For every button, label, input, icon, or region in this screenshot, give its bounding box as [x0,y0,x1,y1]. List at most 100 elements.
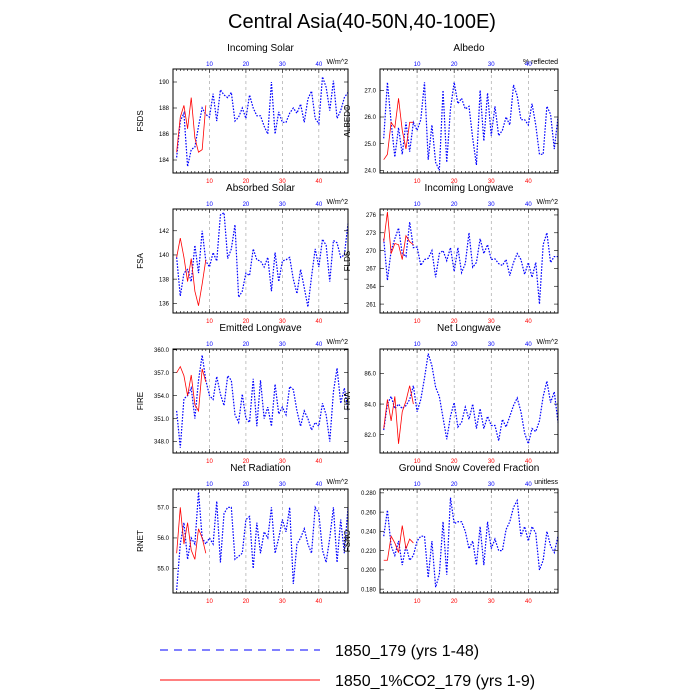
panel-fsa-title: Absorbed Solar [226,183,296,194]
panel-fira-xtick-label-bottom-10: 10 [414,459,421,465]
panel-albedo: Albedo % reflected ALBEDO 10 20 30 40 10 20 30 40 2… [343,43,559,185]
panel-fsa-xtick-label-top-20: 20 [243,202,250,208]
panel-rnet-xtick-label-top-10: 10 [206,482,213,488]
legend-label-blue: 1850_179 (yrs 1-48) [335,643,479,660]
panel-albedo-series-blue [383,82,559,171]
panel-fsno-xtick-label-bottom-30: 30 [488,599,495,605]
panel-fsa-ylabel: FSA [136,253,145,269]
panel-fsds-xtick-label-top-40: 40 [315,62,322,68]
panel-fsno-xtick-label-top-30: 30 [488,482,495,488]
panel-fire-ytick-label: 354.0 [154,394,170,400]
panel-fsa-xtick-label-bottom-40: 40 [315,319,322,325]
panel-albedo-xtick-label-top-30: 30 [488,62,495,68]
panel-flds-title: Incoming Longwave [425,183,514,194]
panel-fsno-frame [379,488,559,594]
panel-fira-title: Net Longwave [437,323,501,334]
panel-fire-ytick-label: 351.0 [154,417,170,423]
panel-fsno-units: unitless [534,479,558,486]
panel-albedo-xtick-label-bottom-10: 10 [414,179,421,185]
panel-flds-xtick-label-top-10: 10 [414,202,421,208]
panel-rnet-xtick-label-bottom-40: 40 [315,599,322,605]
panel-albedo-xtick-label-top-40: 40 [525,62,532,68]
panel-fira-xtick-label-top-30: 30 [488,342,495,348]
panel-fira-ytick-label: 84.0 [364,402,376,408]
panel-rnet-xtick-label-bottom-30: 30 [279,599,286,605]
panel-fire-units: W/m^2 [326,339,348,346]
panel-rnet-ytick-label: 57.0 [157,506,169,512]
panel-fsds-units: W/m^2 [326,59,348,66]
panel-fira-xtick-label-top-20: 20 [451,342,458,348]
panel-fsa-ytick-label: 140 [159,253,170,259]
panel-albedo-units: % reflected [523,59,558,66]
panel-fsa-ytick-label: 138 [159,277,170,283]
panel-fsa-xtick-label-bottom-30: 30 [279,319,286,325]
panel-fsno-xtick-label-bottom-10: 10 [414,599,421,605]
panel-flds-ytick-label: 267 [366,267,377,273]
panel-fsa-xtick-label-top-40: 40 [315,202,322,208]
panel-flds-xtick-label-bottom-10: 10 [414,319,421,325]
panel-fire-ytick-label: 357.0 [154,371,170,377]
chart-panels: Incoming Solar W/m^2 FSDS 10 20 30 40 10 20 30 40 1… [136,43,559,605]
panel-flds-series-blue [383,221,558,305]
panel-fsds-series-blue [176,76,349,167]
panel-albedo-xtick-label-top-10: 10 [414,62,421,68]
panel-rnet-frame [172,488,349,594]
panel-fire-series-red [176,365,207,413]
figure-title: Central Asia(40-50N,40-100E) [228,11,496,33]
panel-fira-ytick-label: 82.0 [364,433,376,439]
panel-fire-ylabel: FIRE [136,392,145,410]
panel-fsds-xtick-label-top-30: 30 [279,62,286,68]
panel-rnet-series-red [176,507,207,560]
panel-fsno-ytick-label: 0.220 [361,549,377,555]
panel-fsa-units: W/m^2 [326,199,348,206]
panel-rnet-xtick-label-top-40: 40 [315,482,322,488]
panel-fsno-xtick-label-top-10: 10 [414,482,421,488]
panel-fira-series-red [383,385,414,444]
panel-flds-xtick-label-top-20: 20 [451,202,458,208]
panel-fira-xtick-label-top-10: 10 [414,342,421,348]
panel-albedo-xtick-label-bottom-40: 40 [525,179,532,185]
panel-rnet-series-blue [176,492,349,590]
panel-fsa-xtick-label-top-10: 10 [206,202,213,208]
panel-flds-ytick-label: 261 [366,302,377,308]
panel-fire-title: Emitted Longwave [219,323,302,334]
panel-fira-series-blue [383,353,559,446]
panel-fsds-frame [172,68,349,174]
panel-flds-frame [379,208,559,314]
panel-fsno-series-red [383,525,414,561]
panel-rnet-ytick-label: 56.0 [157,536,169,542]
panel-rnet-units: W/m^2 [326,479,348,486]
panel-fsa-ytick-label: 142 [159,229,170,235]
panel-fira-ytick-label: 86.0 [364,372,376,378]
panel-flds-xtick-label-bottom-30: 30 [488,319,495,325]
panel-fsds-ytick-label: 184 [159,158,170,164]
panel-fsno-ylabel: FSNO [343,530,352,552]
panel-flds-xtick-label-bottom-20: 20 [451,319,458,325]
panel-albedo-ytick-label: 25.0 [364,142,376,148]
panel-rnet-ytick-label: 55.0 [157,567,169,573]
panel-flds-xtick-label-top-40: 40 [525,202,532,208]
panel-fsds-ytick-label: 190 [159,80,170,86]
panel-fira-frame [379,348,559,454]
panel-fsno-ytick-label: 0.280 [361,491,377,497]
panel-fsa-series-blue [176,211,349,308]
panel-fsno-ytick-label: 0.180 [361,587,377,593]
panel-fira-xtick-label-bottom-20: 20 [451,459,458,465]
panel-fsds-xtick-label-bottom-40: 40 [315,179,322,185]
panel-rnet-title: Net Radiation [230,463,291,474]
panel-fsa-xtick-label-bottom-10: 10 [206,319,213,325]
panel-fsa-xtick-label-bottom-20: 20 [243,319,250,325]
panel-fsno-ytick-label: 0.240 [361,530,377,536]
panel-fsa-frame [172,208,349,314]
panel-fsds-xtick-label-bottom-20: 20 [243,179,250,185]
panel-flds-ytick-label: 264 [366,284,377,290]
panel-flds-series-red [383,211,414,260]
panel-albedo-ytick-label: 27.0 [364,89,376,95]
panel-fira-ylabel: FIRA [343,391,352,410]
panel-albedo-series-red [383,98,414,160]
panel-flds-ytick-label: 270 [366,249,377,255]
panel-fira-units: W/m^2 [536,339,558,346]
panel-fsa: Absorbed Solar W/m^2 FSA 10 20 30 40 10 20 30 40 13… [136,183,349,325]
panel-fire-ytick-label: 360.0 [154,348,170,354]
